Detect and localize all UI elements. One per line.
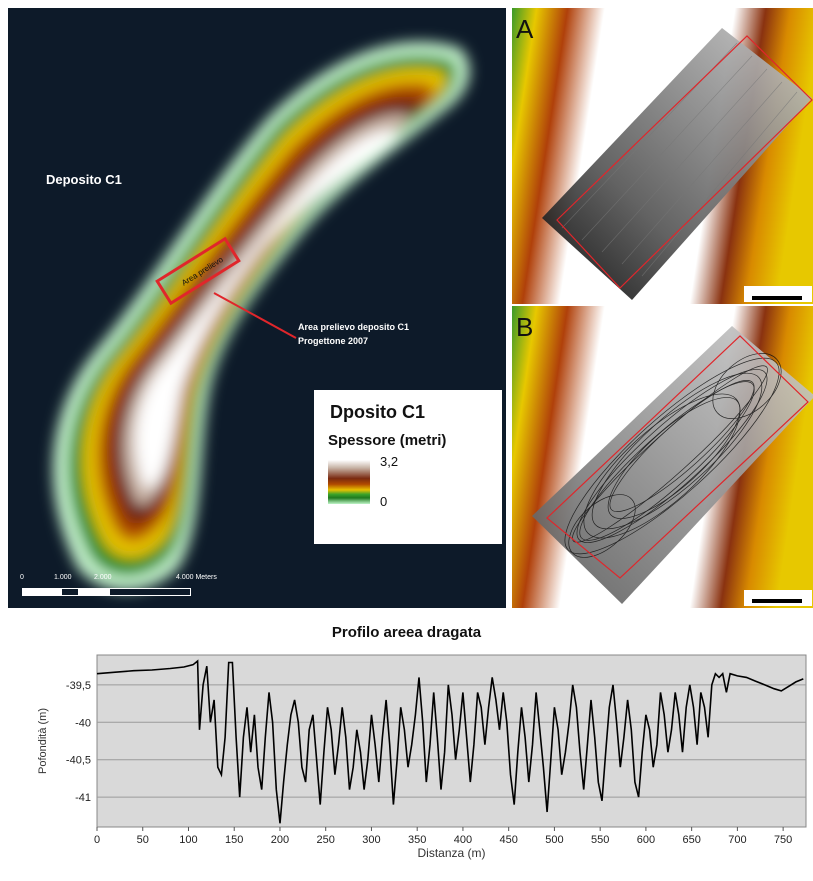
x-tick-label: 250 (317, 834, 335, 846)
panel-a-label: A (516, 14, 534, 44)
panel-b-image: B (510, 306, 813, 608)
panel-b-raster (512, 306, 813, 608)
x-tick-label: 50 (137, 834, 149, 846)
panel-a-red-outline (556, 35, 813, 289)
chart-title: Profilo areea dragata (331, 624, 482, 641)
profile-chart-svg: -39,5 -40 -40,5 -41 0 50 100 150 200 250 300 350 400… (37, 654, 807, 860)
legend-max-label: 3,2 (380, 454, 399, 469)
plot-area (96, 654, 807, 828)
annotation-leader-line (213, 292, 297, 339)
scale-label-4000: 4.000 Meters (176, 574, 217, 581)
annotation-line-2: Progettone 2007 (298, 336, 369, 346)
map-title: Deposito C1 (46, 172, 122, 187)
y-tick-label: -39,5 (66, 680, 91, 692)
x-tick-label: 650 (682, 834, 700, 846)
profile-chart: Profilo areea dragata -39,5 -40 -40,5 -41 0 5… (0, 612, 813, 876)
deposit-thickness-map: Area prelievo Deposito C1 Area prelievo … (8, 8, 506, 608)
legend-color-ramp (328, 460, 370, 504)
x-tick-label: 700 (728, 834, 746, 846)
x-axis-label: Distanza (m) (417, 846, 485, 860)
legend-title: Dposito C1 (330, 402, 426, 422)
sampling-area-box (155, 236, 241, 306)
x-tick-label: 450 (499, 834, 517, 846)
thickness-raster: Area prelievo (53, 41, 470, 591)
panel-b-label: B (516, 312, 534, 342)
scale-label-2000: 2.000 (94, 574, 112, 581)
x-tick-label: 0 (94, 834, 100, 846)
y-tick-label: -40 (75, 717, 91, 729)
scale-label-1000: 1.000 (54, 574, 72, 581)
x-tick-label: 150 (225, 834, 243, 846)
x-tick-label: 350 (408, 834, 426, 846)
legend-min-label: 0 (380, 494, 388, 509)
x-tick-label: 100 (179, 834, 197, 846)
map-legend: Dposito C1 Spessore (metri) 3,2 0 (314, 390, 502, 544)
y-axis-label: Pofondità (m) (37, 708, 49, 774)
y-tick-label: -40,5 (66, 755, 91, 767)
annotation-line-1: Area prelievo deposito C1 (298, 322, 410, 332)
x-tick-label: 300 (362, 834, 380, 846)
y-tick-label: -41 (75, 792, 91, 804)
x-tick-label: 600 (637, 834, 655, 846)
legend-subtitle: Spessore (metri) (328, 432, 447, 449)
panel-b-red-outline (546, 335, 809, 579)
panel-a-image: A (510, 8, 813, 306)
x-tick-label: 500 (545, 834, 563, 846)
x-tick-label: 550 (591, 834, 609, 846)
scale-label-0: 0 (20, 574, 24, 581)
panel-a-raster (512, 8, 813, 304)
depth-profile-line (96, 659, 804, 824)
x-tick-label: 200 (271, 834, 289, 846)
x-tick-label: 400 (454, 834, 472, 846)
x-tick-label: 750 (774, 834, 792, 846)
